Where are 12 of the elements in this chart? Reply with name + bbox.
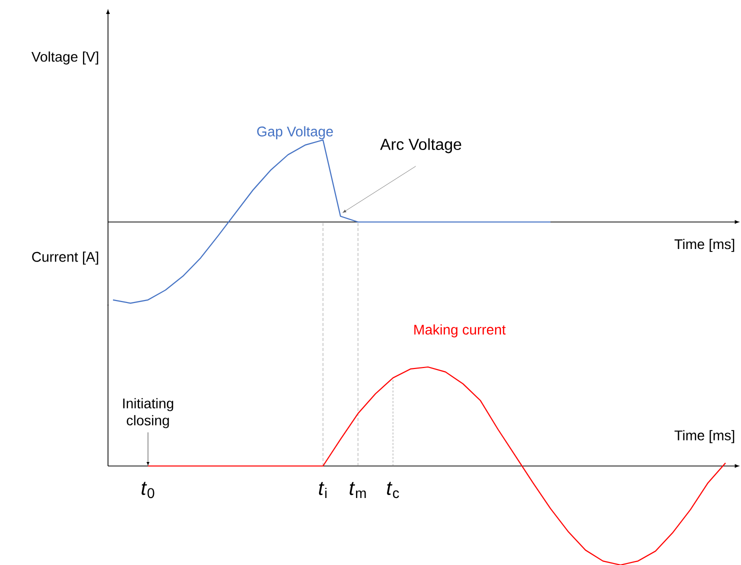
text: Making current (414, 324, 506, 338)
x-tick-label: t$_{m}$ (350, 482, 366, 498)
x-tick-label: t$_{c}$ (387, 482, 400, 498)
y-axis-title: Current [A] (32, 252, 98, 265)
x-axis-title: Time [ms] (674, 430, 734, 444)
x-tick-label: t$_{0}$ (142, 482, 154, 498)
annotation: Initiating closing (123, 398, 174, 428)
annotation: Arc Voltage (380, 138, 462, 154)
x-tick-label: t$_{i}$ (318, 482, 326, 498)
series-label: Gap Voltage (257, 126, 333, 140)
y-axis-title: Voltage [V] (31, 51, 98, 65)
x-axis-title: Time [ms] (674, 238, 734, 252)
